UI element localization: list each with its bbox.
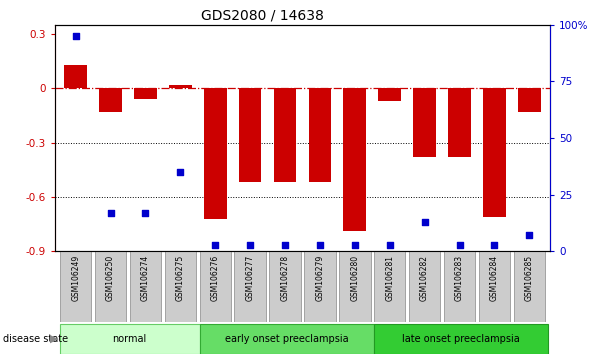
Text: GSM106285: GSM106285: [525, 255, 534, 301]
Point: [245, 242, 255, 247]
Bar: [483, 88, 506, 217]
Bar: [169, 85, 192, 88]
Bar: [165, 251, 196, 322]
Point: [106, 210, 116, 216]
Bar: [518, 88, 541, 112]
Bar: [514, 251, 545, 322]
Text: GSM106250: GSM106250: [106, 255, 115, 301]
Bar: [374, 324, 548, 354]
Title: GDS2080 / 14638: GDS2080 / 14638: [201, 8, 324, 22]
Bar: [374, 251, 406, 322]
Text: GSM106274: GSM106274: [141, 255, 150, 301]
Point: [140, 210, 150, 216]
Bar: [235, 251, 266, 322]
Bar: [274, 88, 296, 182]
Text: GSM106280: GSM106280: [350, 255, 359, 301]
Bar: [204, 88, 227, 219]
Bar: [409, 251, 440, 322]
Bar: [199, 324, 374, 354]
Bar: [60, 251, 91, 322]
Point: [455, 242, 465, 247]
Bar: [309, 88, 331, 182]
Bar: [448, 88, 471, 157]
Bar: [413, 88, 436, 157]
Text: GSM106275: GSM106275: [176, 255, 185, 301]
Point: [210, 242, 220, 247]
Bar: [95, 251, 126, 322]
Bar: [444, 251, 475, 322]
Bar: [269, 251, 301, 322]
Text: normal: normal: [112, 334, 147, 344]
Bar: [199, 251, 231, 322]
Point: [315, 242, 325, 247]
Bar: [478, 251, 510, 322]
Text: GSM106279: GSM106279: [316, 255, 325, 301]
Bar: [99, 88, 122, 112]
Point: [350, 242, 360, 247]
Point: [280, 242, 290, 247]
Text: early onset preeclampsia: early onset preeclampsia: [225, 334, 348, 344]
Text: GSM106277: GSM106277: [246, 255, 255, 301]
Bar: [64, 65, 87, 88]
Bar: [130, 251, 161, 322]
Point: [489, 242, 499, 247]
Text: GSM106282: GSM106282: [420, 255, 429, 301]
Point: [420, 219, 429, 225]
Bar: [339, 251, 370, 322]
Text: GSM106249: GSM106249: [71, 255, 80, 301]
Text: disease state: disease state: [3, 334, 68, 344]
Text: GSM106281: GSM106281: [385, 255, 394, 301]
Point: [525, 233, 534, 238]
Bar: [344, 88, 366, 232]
Bar: [378, 88, 401, 101]
Bar: [304, 251, 336, 322]
Point: [71, 33, 80, 39]
Point: [176, 169, 185, 175]
Text: GSM106284: GSM106284: [490, 255, 499, 301]
Bar: [134, 88, 157, 99]
Bar: [60, 324, 199, 354]
Bar: [239, 88, 261, 182]
Text: ▶: ▶: [50, 334, 58, 344]
Text: late onset preeclampsia: late onset preeclampsia: [402, 334, 520, 344]
Text: GSM106278: GSM106278: [280, 255, 289, 301]
Text: GSM106276: GSM106276: [211, 255, 219, 301]
Point: [385, 242, 395, 247]
Text: GSM106283: GSM106283: [455, 255, 464, 301]
